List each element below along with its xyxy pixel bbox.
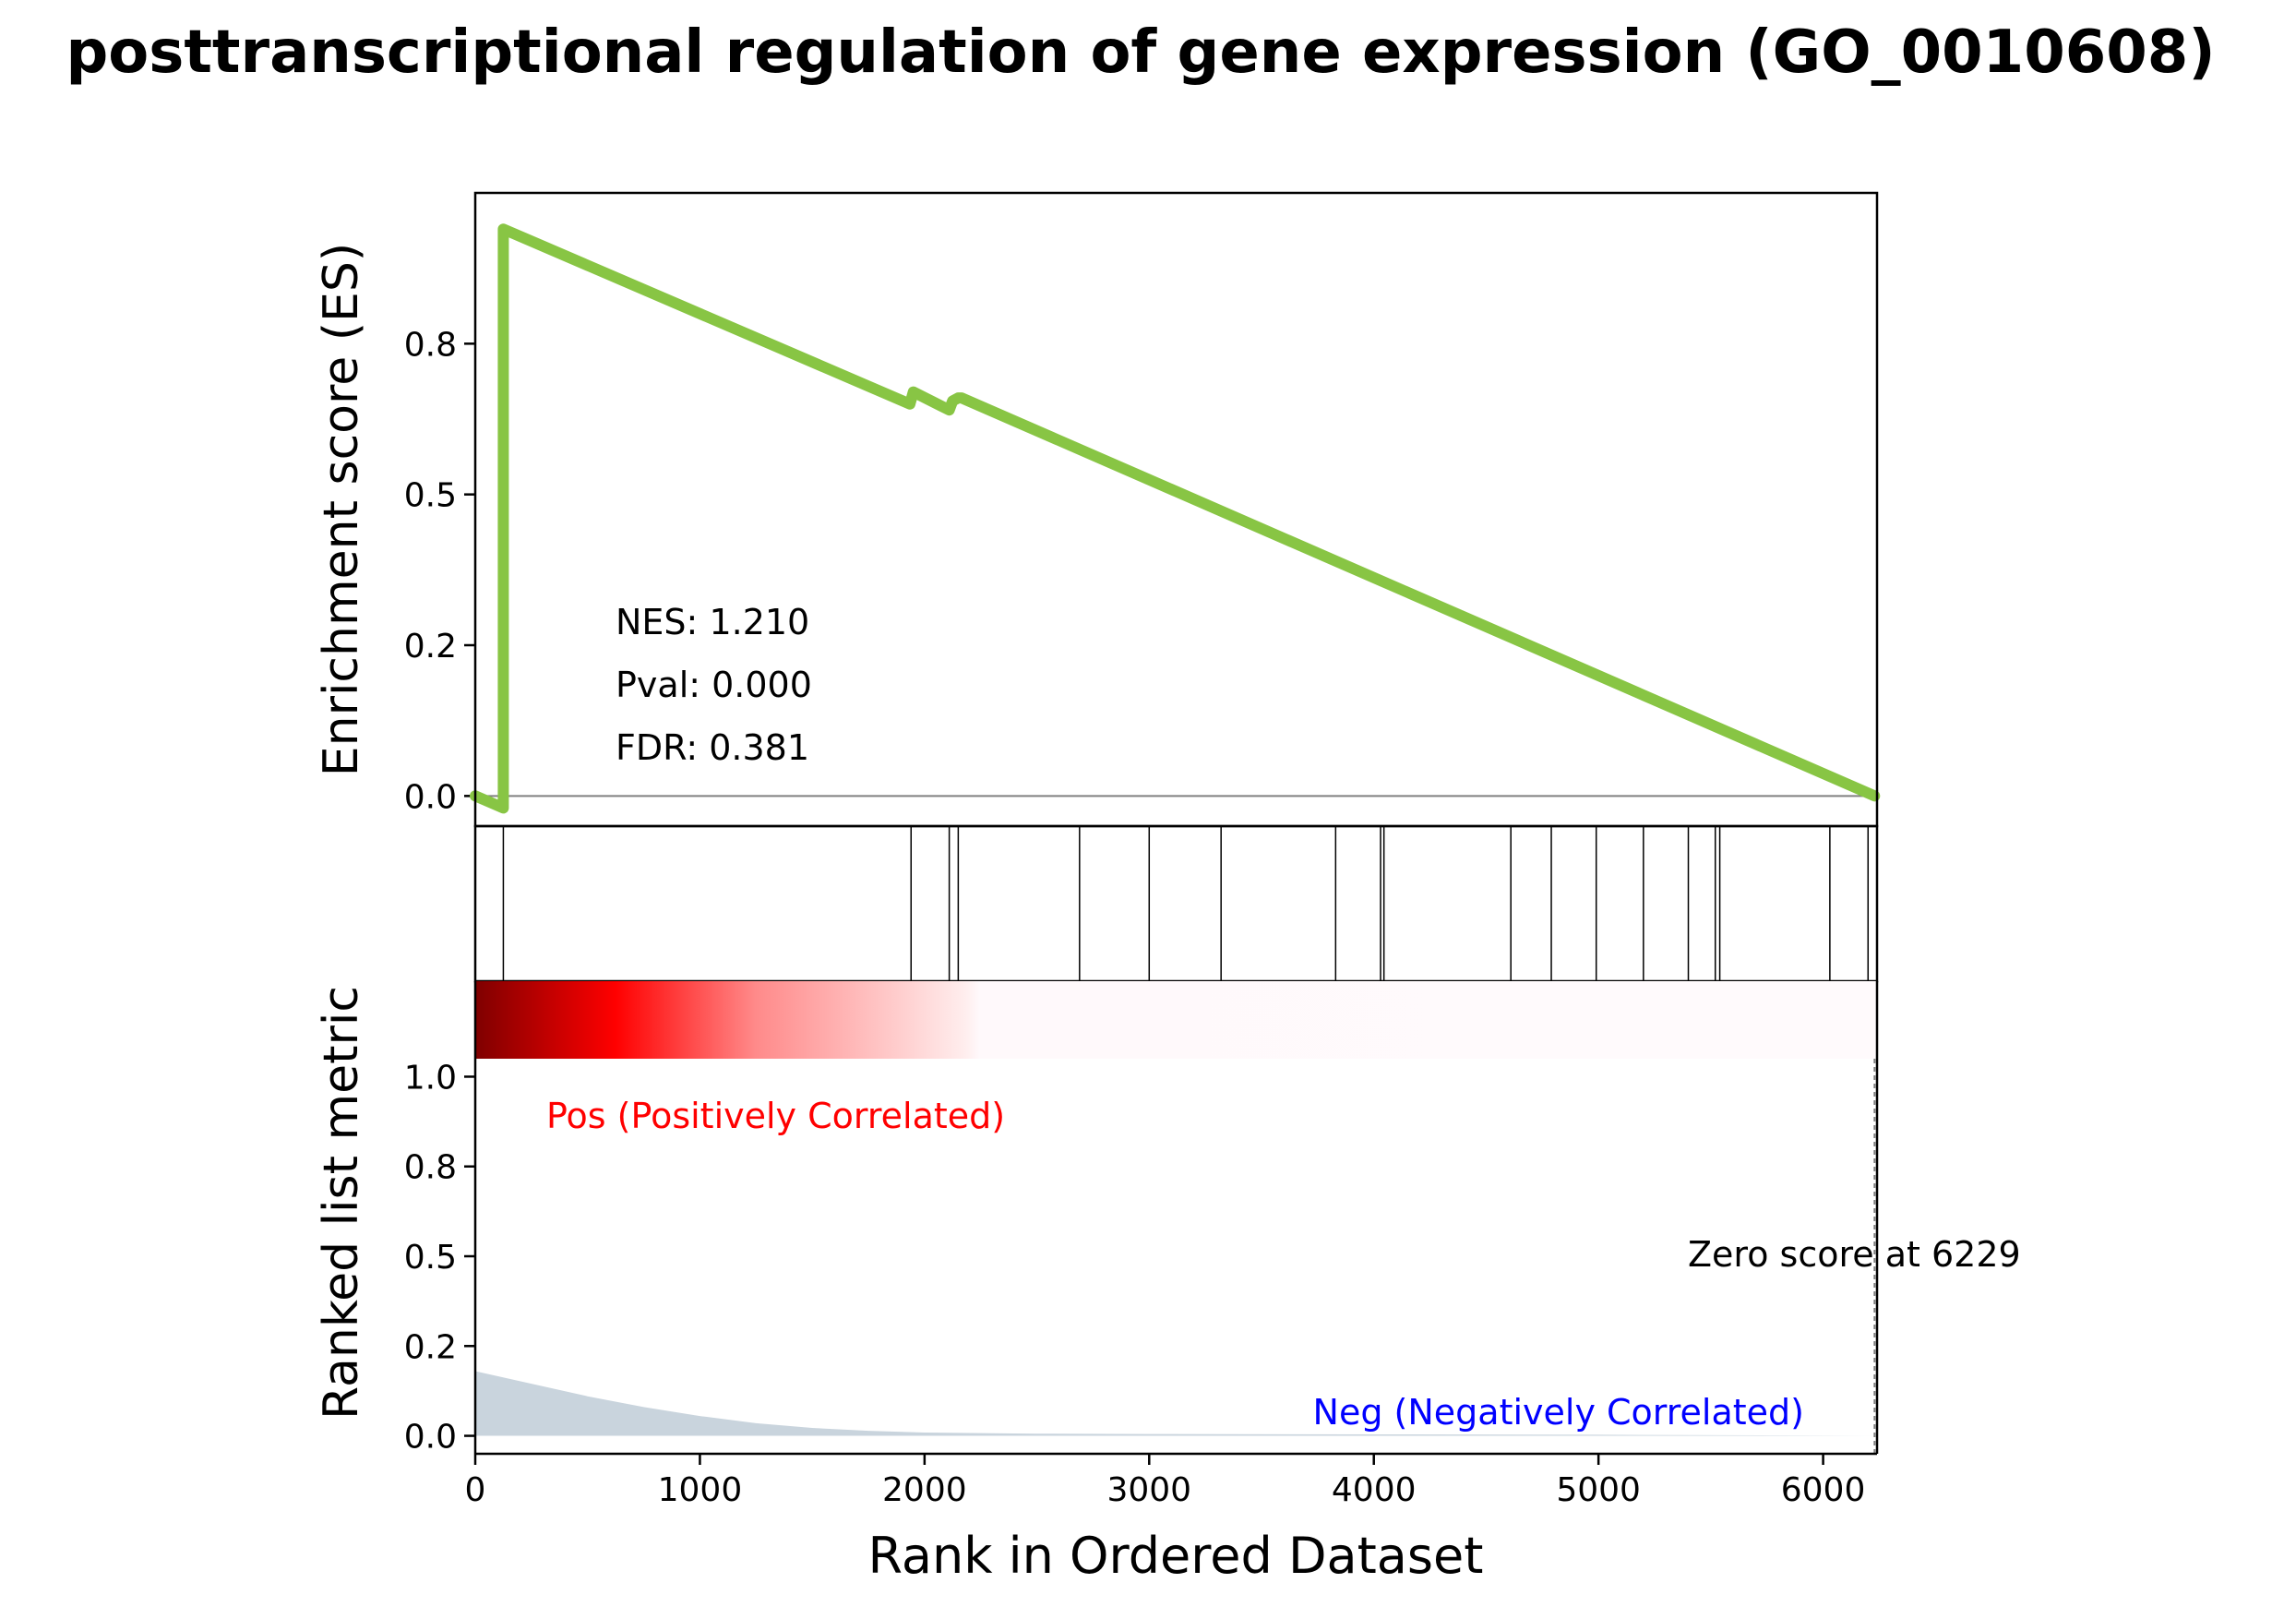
x-tick-label: 6000 [1781,1471,1866,1509]
positive-correlation-label: Pos (Positively Correlated) [546,1096,1005,1136]
es-y-ticks: 0.0 0.2 0.5 0.8 [404,326,475,816]
x-tick-label: 1000 [658,1471,743,1509]
x-tick-label: 0 [465,1471,486,1509]
fdr-label: FDR: 0.381 [616,727,809,768]
es-y-tick-label: 0.2 [404,628,457,666]
x-axis-label: Rank in Ordered Dataset [868,1527,1484,1585]
ranked-y-ticks: 0.0 0.2 0.5 0.8 1.0 [404,1059,475,1457]
ranked-y-tick-label: 0.8 [404,1149,457,1187]
rank-gradient-bar [475,981,1877,1059]
ranked-metric-area [475,1371,1875,1436]
zero-score-label: Zero score at 6229 [1688,1234,2021,1275]
ranked-y-tick-label: 0.5 [404,1239,457,1277]
hits-panel-frame [473,824,1879,983]
es-y-tick-label: 0.5 [404,477,457,515]
pval-label: Pval: 0.000 [616,665,812,705]
hits-panel [473,824,1879,983]
x-tick-label: 4000 [1332,1471,1417,1509]
x-tick-label: 3000 [1106,1471,1191,1509]
ranked-y-tick-label: 0.0 [404,1419,457,1457]
x-tick-label: 2000 [882,1471,967,1509]
chart-title: posttranscriptional regulation of gene e… [66,18,2215,87]
enrichment-score-panel: 0.0 0.2 0.5 0.8 NES: 1.210 Pval: 0.000 FDR:… [404,191,1881,828]
x-tick-label: 5000 [1556,1471,1641,1509]
es-y-tick-label: 0.8 [404,326,457,364]
ranked-y-tick-label: 1.0 [404,1059,457,1097]
es-y-tick-label: 0.0 [404,778,457,816]
ranked-metric-panel: 0.0 0.2 0.5 0.8 1.0 Pos (Positively Correlat… [404,981,2021,1457]
negative-correlation-label: Neg (Negatively Correlated) [1313,1392,1804,1433]
x-axis-ticks: 0 1000 2000 3000 4000 5000 6000 [465,1454,1866,1509]
es-curve [470,223,1881,814]
ranked-axis-label: Ranked list metric [314,986,369,1420]
nes-label: NES: 1.210 [616,602,809,642]
ranked-y-tick-label: 0.2 [404,1328,457,1366]
es-axis-label: Enrichment score (ES) [314,243,369,776]
